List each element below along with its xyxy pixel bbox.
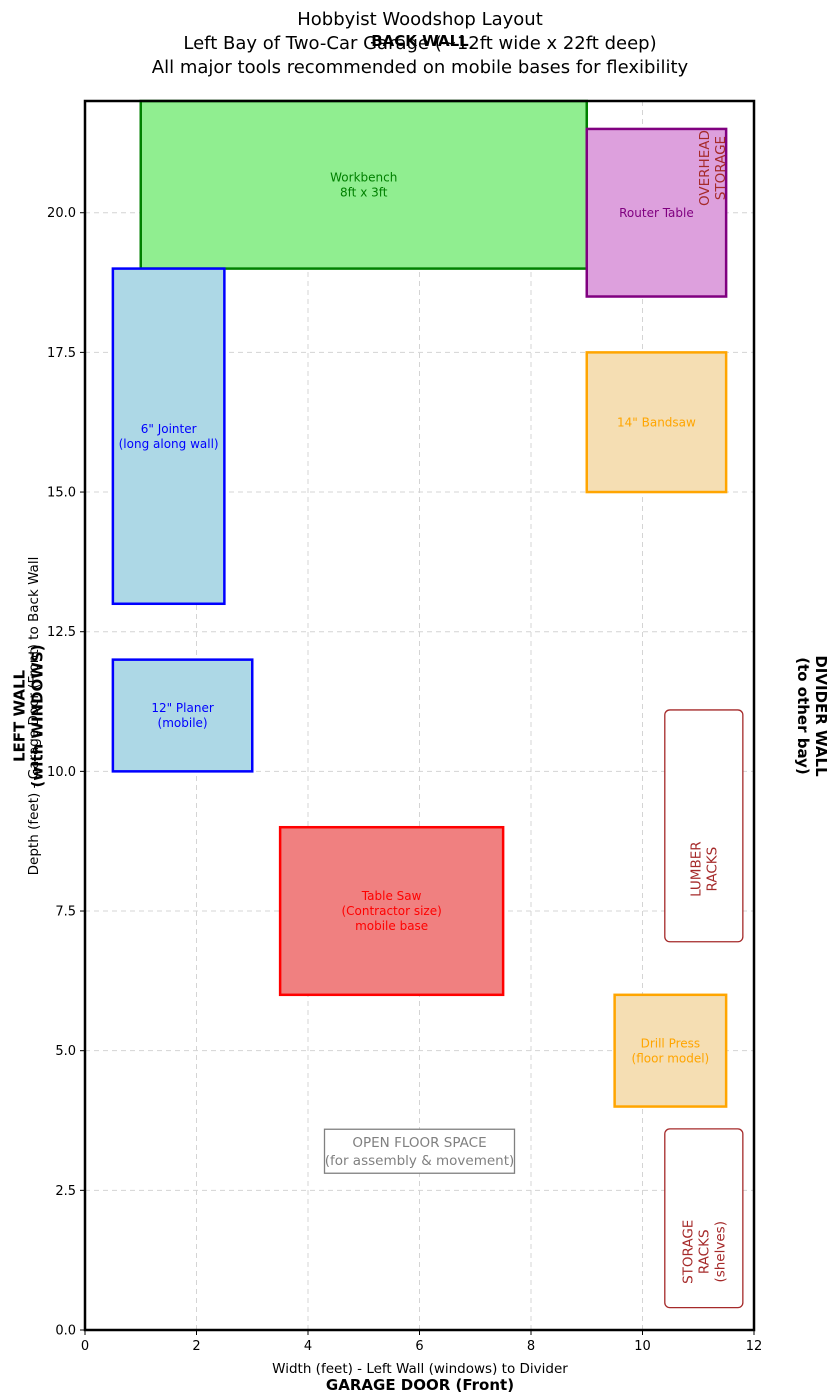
x-axis-label: Width (feet) - Left Wall (windows) to Di… [272, 1361, 568, 1377]
storage-racks-label: STORAGERACKS(shelves) [681, 1220, 729, 1284]
router-table-label: Router Table [619, 206, 694, 220]
router-table-block: Router Table [585, 127, 728, 298]
overhead-storage-label: OVERHEADSTORAGE [697, 130, 729, 206]
open-floor-box [323, 1128, 516, 1174]
divider-wall-label: DIVIDER WALL(to other bay) [794, 655, 830, 777]
y-tick-label: 5.0 [55, 1044, 76, 1059]
drill-press-label: Drill Press (floor model) [632, 1036, 710, 1065]
y-tick-label: 7.5 [55, 905, 76, 920]
y-tick-label: 0.0 [55, 1324, 76, 1339]
drill-press-block: Drill Press (floor model) [613, 993, 728, 1108]
x-tick-label: 6 [415, 1339, 423, 1354]
open-floor-space: OPEN FLOOR SPACE (for assembly & movement… [323, 1128, 516, 1174]
title-line: All major tools recommended on mobile ba… [152, 57, 689, 78]
x-tick-label: 0 [81, 1339, 89, 1354]
table-saw-label: Table Saw (Contractor size) mobile base [341, 889, 441, 933]
garage-door-label: GARAGE DOOR (Front) [326, 1376, 514, 1394]
storage-areas: OVERHEADSTORAGE LUMBERRACKS STORAGERACKS(s… [323, 130, 744, 1309]
labels: Hobbyist Woodshop Layout Left Bay of Two-… [10, 9, 830, 1394]
y-tick-label: 17.5 [47, 346, 76, 361]
workbench-label: Workbench 8ft x 3ft [330, 170, 397, 199]
axis-ticks: 0 2 4 6 8 10 12 0.0 2.5 5.0 7.5 10.0 12.5 15.0 17.5 20.… [47, 206, 762, 1354]
x-tick-label: 10 [634, 1339, 651, 1354]
router-table-rect [585, 127, 728, 298]
back-wall-label: BACK WALL [371, 32, 469, 50]
storage-racks-box [664, 1128, 744, 1309]
title-line: Left Bay of Two-Car Garage (~12ft wide x… [183, 33, 656, 54]
x-tick-label: 8 [527, 1339, 535, 1354]
jointer-block: 6" Jointer (long along wall) [111, 267, 226, 606]
y-tick-label: 12.5 [47, 625, 76, 640]
planer-block: 12" Planer (mobile) [111, 658, 254, 773]
planer-rect [111, 658, 254, 773]
bandsaw-block: 14" Bandsaw [585, 351, 728, 494]
lumber-racks-box [664, 709, 744, 943]
table-saw-rect [278, 825, 505, 997]
y-axis-label: Depth (feet) - Garage Door (Front) to Ba… [26, 557, 42, 876]
storage-racks: STORAGERACKS(shelves) [664, 1128, 744, 1309]
lumber-racks: LUMBERRACKS [664, 709, 744, 943]
bandsaw-rect [585, 351, 728, 494]
y-tick-label: 10.0 [47, 765, 76, 780]
tools: Workbench 8ft x 3ft Router Table 6" Jointer… [111, 99, 728, 1108]
title-line: Hobbyist Woodshop Layout [297, 9, 543, 30]
planer-label: 12" Planer (mobile) [151, 701, 214, 730]
y-tick-label: 20.0 [47, 206, 76, 221]
x-tick-label: 4 [304, 1339, 312, 1354]
y-tick-label: 15.0 [47, 486, 76, 501]
drill-press-rect [613, 993, 728, 1108]
y-tick-label: 2.5 [55, 1184, 76, 1199]
x-tick-label: 12 [746, 1339, 763, 1354]
bandsaw-label: 14" Bandsaw [617, 415, 696, 429]
table-saw-block: Table Saw (Contractor size) mobile base [278, 825, 505, 997]
lumber-racks-label: LUMBERRACKS [689, 841, 721, 897]
workbench-block: Workbench 8ft x 3ft [139, 99, 588, 270]
left-wall-label: LEFT WALL(with WINDOWS) [10, 644, 46, 787]
jointer-label: 6" Jointer (long along wall) [119, 422, 219, 451]
overhead-storage: OVERHEADSTORAGE [697, 130, 729, 206]
jointer-rect [111, 267, 226, 606]
x-tick-label: 2 [192, 1339, 200, 1354]
workbench-rect [139, 99, 588, 270]
open-floor-label: OPEN FLOOR SPACE (for assembly & movement… [325, 1135, 515, 1169]
